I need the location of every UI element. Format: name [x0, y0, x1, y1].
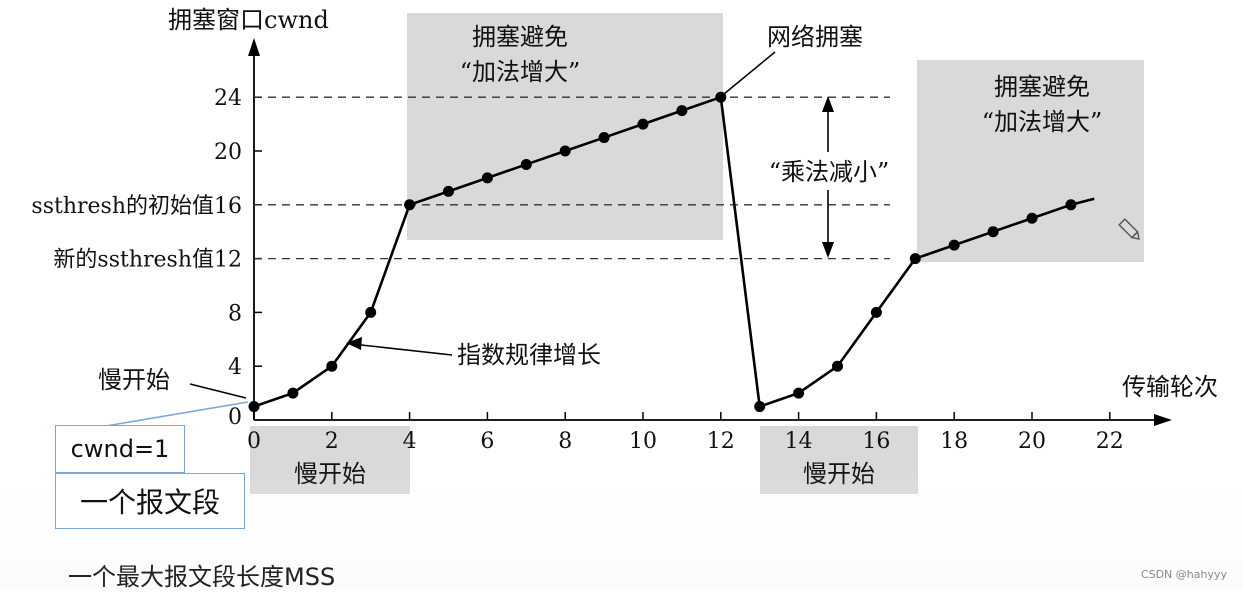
y-tick-label: 4: [228, 355, 242, 380]
cwnd-point: [793, 387, 805, 399]
x-tick-label: 2: [325, 429, 339, 454]
cwnd-point: [637, 118, 649, 130]
x-tick-label: 4: [403, 429, 417, 454]
congestion-pointer: [723, 51, 776, 95]
cwnd-pointer: [99, 401, 249, 428]
congestion-avoidance-region-2: [917, 60, 1144, 262]
congestion-label: 网络拥塞: [767, 23, 863, 51]
threshold-label: ssthresh的初始值16: [31, 194, 242, 219]
cwnd-point: [520, 158, 532, 170]
cwnd-point: [1065, 199, 1077, 211]
y-axis-arrow: [248, 38, 260, 56]
exponential-pointer-head: [346, 337, 362, 350]
threshold-label-bg: [0, 242, 248, 273]
multiplicative-arrow-bottom: [822, 242, 834, 258]
y-axis-title: 拥塞窗口cwnd: [168, 6, 329, 34]
y-tick-label: 20: [214, 140, 242, 165]
cwnd-point: [676, 105, 688, 117]
cwnd-point: [987, 226, 999, 238]
ca1-line1: 拥塞避免: [472, 23, 568, 51]
exponential-pointer: [351, 343, 453, 356]
ca1-line2: “加法增大”: [460, 58, 581, 86]
multiplicative-label: “乘法减小”: [769, 158, 890, 186]
threshold-label: 新的ssthresh值12: [53, 248, 242, 273]
cwnd-point: [754, 401, 766, 413]
pencil-icon: [1118, 218, 1140, 240]
cwnd-point: [365, 306, 377, 318]
x-axis-title: 传输轮次: [1122, 373, 1218, 401]
cwnd-point: [326, 360, 338, 372]
x-tick-label: 18: [940, 429, 968, 454]
slow-start-pointer: [189, 383, 247, 399]
multiplicative-label-bg: [752, 152, 906, 190]
cwnd-point: [404, 199, 416, 211]
cwnd-point: [287, 387, 299, 399]
x-tick-label: 20: [1018, 429, 1046, 454]
cwnd-point: [559, 145, 571, 157]
cwnd-point: [909, 253, 921, 265]
cwnd-point: [598, 132, 610, 144]
ca2-line2: “加法增大”: [982, 108, 1103, 136]
cwnd-point: [832, 360, 843, 372]
ca2-line1: 拥塞避免: [994, 73, 1090, 101]
x-tick-label: 16: [862, 429, 890, 454]
slow-start-label: 慢开始: [98, 366, 170, 394]
y-tick-label: 24: [214, 86, 242, 111]
x-tick-label: 12: [707, 429, 735, 454]
x-tick-label: 22: [1096, 429, 1124, 454]
cwnd-line: [253, 95, 1072, 409]
mss-label: 一个最大报文段长度MSS: [68, 563, 336, 591]
x-tick-label: 14: [785, 429, 813, 454]
cwnd-point: [481, 172, 493, 184]
y-tick-label: 8: [228, 301, 242, 326]
exponential-label: 指数规律增长: [457, 341, 601, 369]
x-tick-label: 10: [629, 429, 657, 454]
x-tick-label: 6: [480, 429, 494, 454]
x-tick-label: 0: [247, 429, 261, 454]
segment-box: 一个报文段: [55, 473, 245, 529]
multiplicative-arrow-top: [822, 96, 834, 112]
threshold-label-bg: [0, 188, 248, 219]
y-tick-label: 0: [228, 405, 242, 430]
x-axis-arrow: [1154, 414, 1172, 426]
x-tick-label: 8: [558, 429, 572, 454]
cwnd-point: [443, 185, 454, 197]
cwnd-point: [870, 306, 882, 318]
cwnd-box: cwnd=1: [55, 425, 185, 473]
cwnd-point: [715, 91, 727, 103]
watermark: CSDN @hahyyy: [1140, 568, 1227, 581]
cwnd-point: [248, 401, 260, 413]
cwnd-point: [1026, 212, 1038, 224]
congestion-avoidance-region-1: [407, 13, 723, 240]
cwnd-point: [948, 239, 960, 251]
